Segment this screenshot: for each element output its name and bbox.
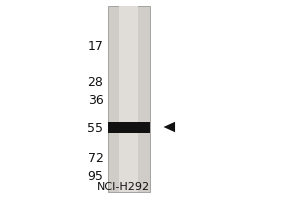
Bar	[119, 6, 138, 192]
Text: 72: 72	[88, 152, 103, 164]
Text: 28: 28	[88, 76, 103, 90]
Text: 55: 55	[88, 122, 103, 136]
Text: 36: 36	[88, 94, 103, 106]
Polygon shape	[164, 122, 175, 132]
Bar	[108, 6, 150, 192]
Text: 17: 17	[88, 40, 103, 52]
Bar	[108, 121, 150, 132]
Text: NCI-H292: NCI-H292	[96, 182, 150, 192]
Text: 95: 95	[88, 170, 103, 184]
